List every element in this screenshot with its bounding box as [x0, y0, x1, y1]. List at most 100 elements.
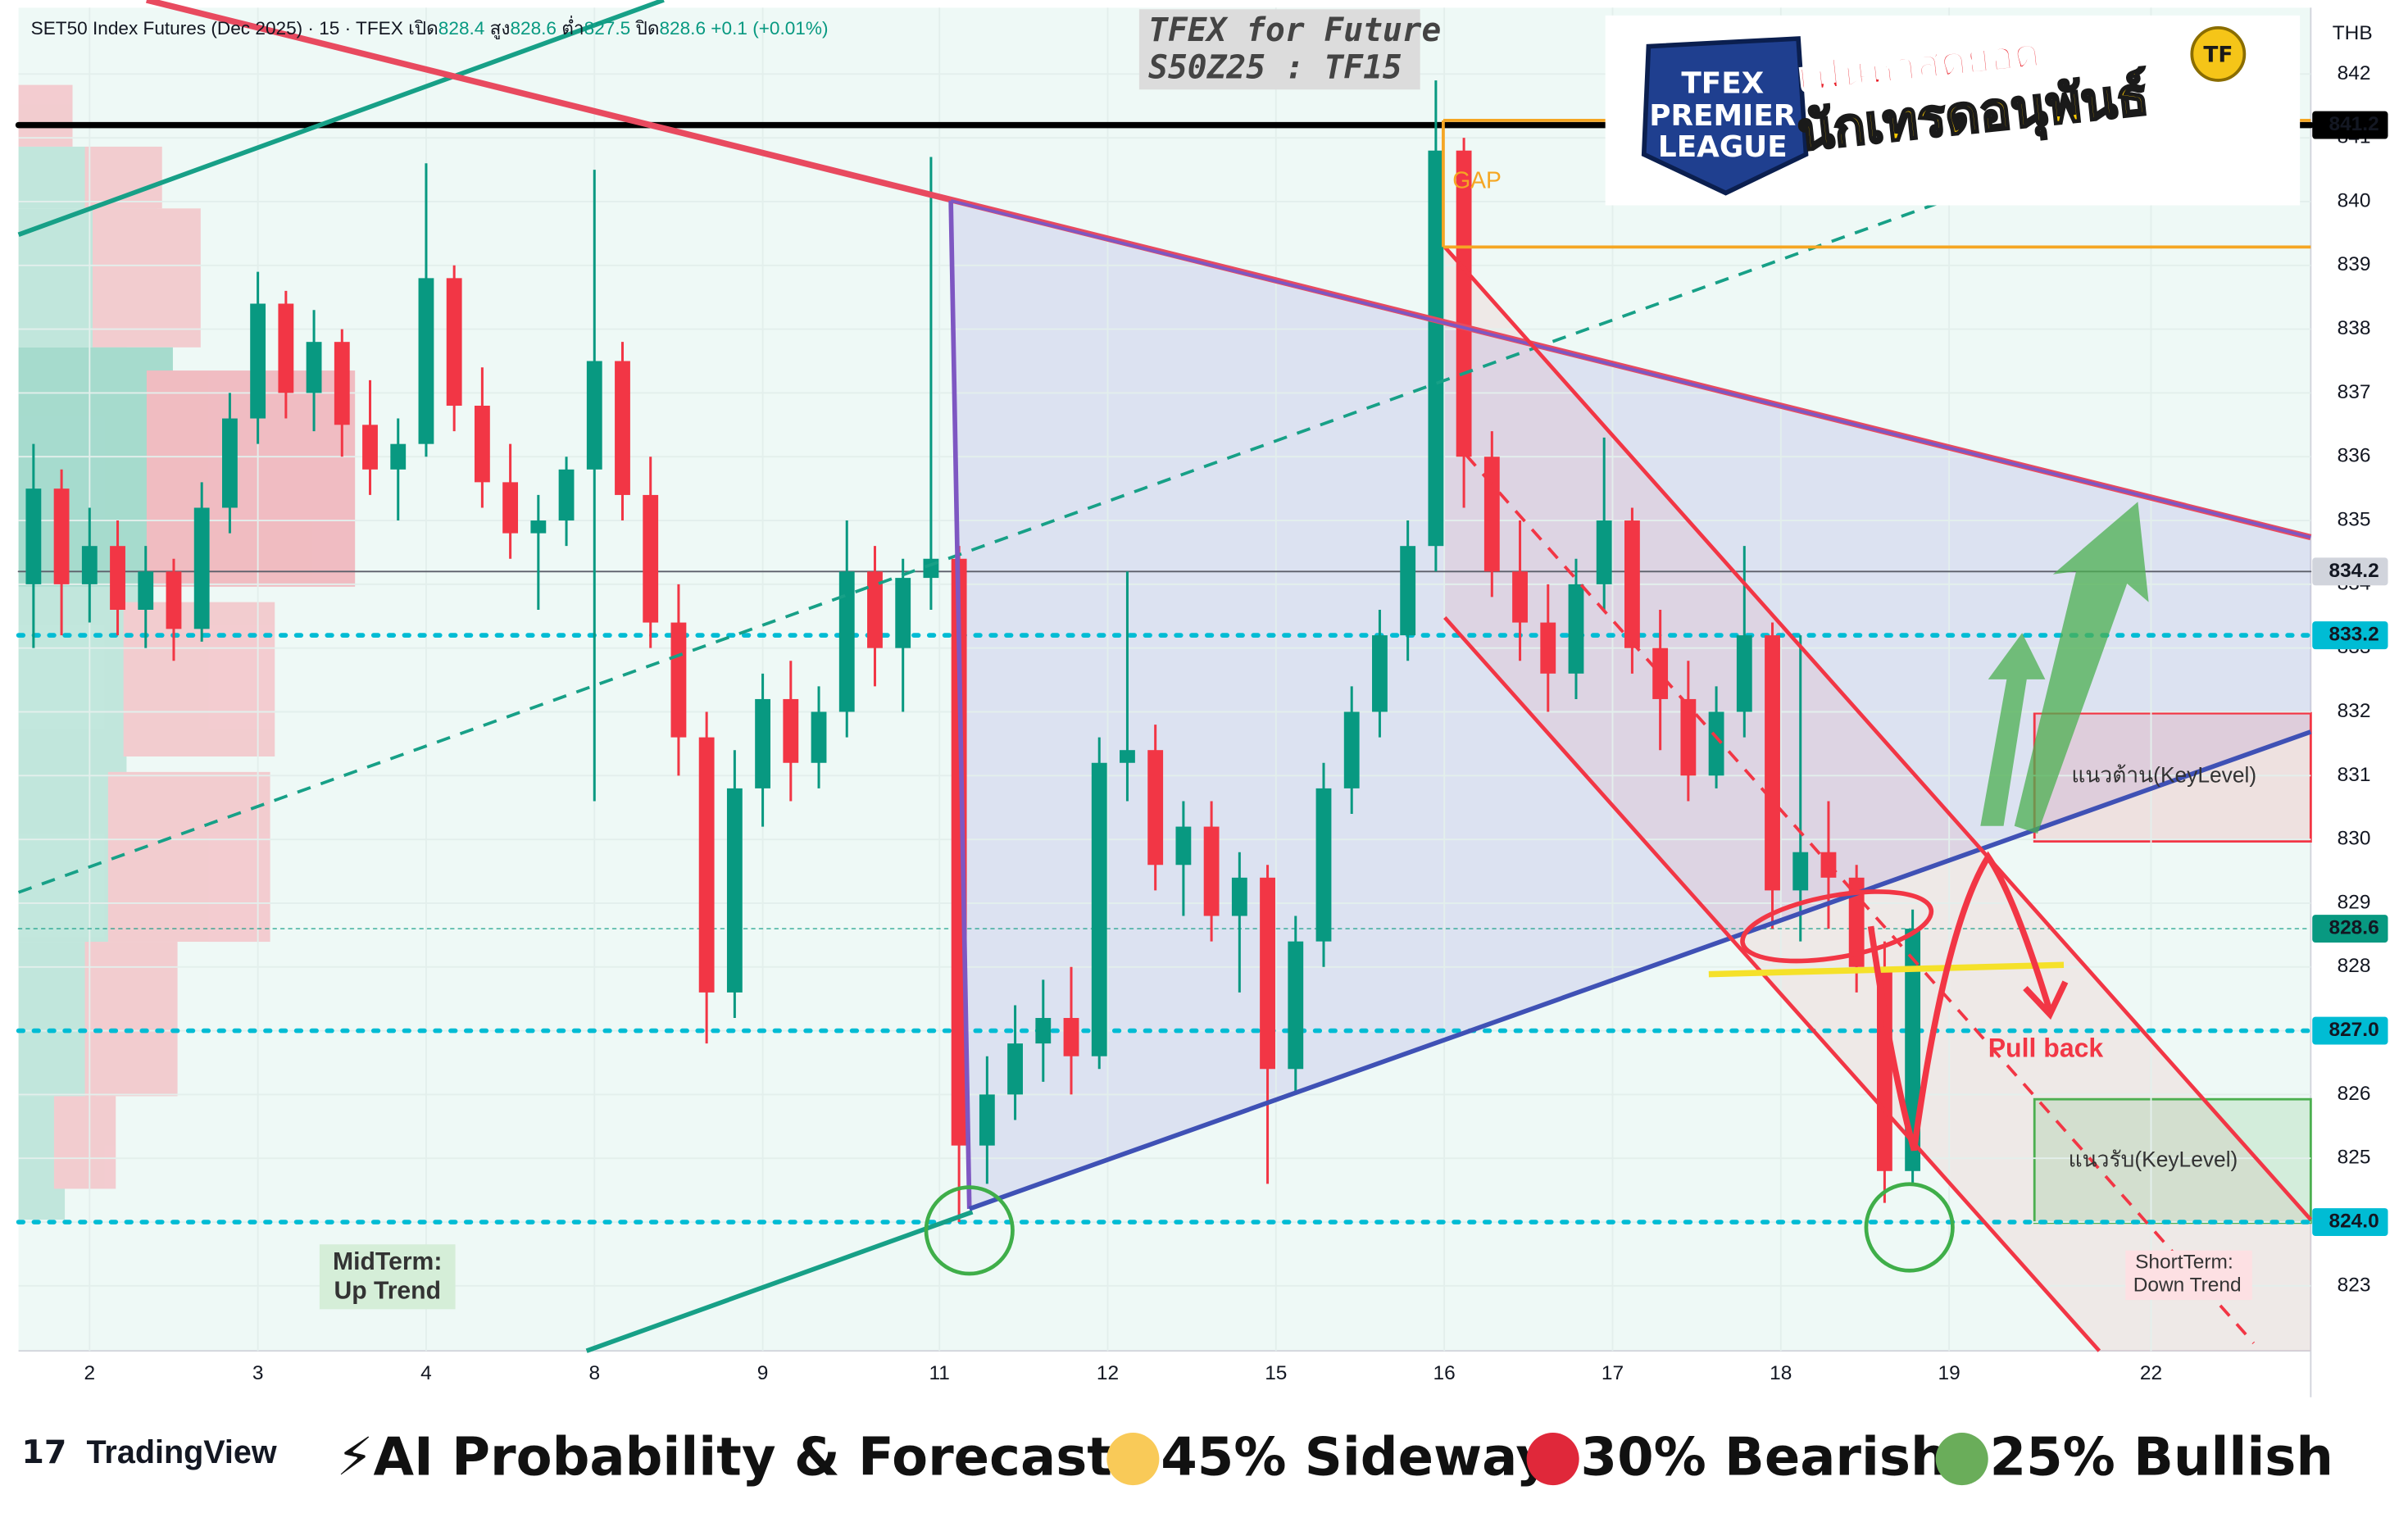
candle-body — [586, 361, 602, 470]
y-tick-label: 840 — [2338, 189, 2371, 211]
plot-area — [18, 7, 2311, 1352]
footer: 𝟭𝟳 TradingView ⚡AI Probability & Forecas… — [21, 1428, 2333, 1488]
price-label-bg — [2312, 557, 2388, 586]
candle-body — [755, 698, 771, 788]
price-label-bg — [2312, 1208, 2388, 1236]
candle-body — [1175, 826, 1192, 866]
ohlc-label: ต่ำ — [561, 15, 584, 39]
x-tick-label: 17 — [1602, 1362, 1624, 1384]
candle-body — [1708, 711, 1724, 776]
candle-body — [1372, 635, 1388, 712]
price-label: 827.0 — [2328, 1019, 2378, 1041]
currency: THB — [2333, 22, 2373, 44]
resistance-box — [2033, 711, 2312, 843]
down-channel-zone — [1444, 247, 2311, 1352]
y-tick-label: 837 — [2338, 381, 2371, 403]
candle-body — [1568, 584, 1584, 674]
ohlc-label: ปิด — [635, 18, 660, 39]
candle-body — [811, 711, 827, 763]
y-tick-label: 832 — [2338, 700, 2371, 722]
price-label: 828.6 — [2328, 917, 2378, 939]
candle-body — [81, 546, 98, 584]
candle-body — [1736, 635, 1752, 712]
y-tick-label: 829 — [2338, 891, 2371, 913]
candle-body — [474, 405, 490, 483]
candle-body — [250, 303, 266, 419]
candle-body — [1035, 1018, 1052, 1044]
candle-body — [558, 469, 575, 521]
candle-body — [530, 520, 547, 534]
candle-body — [1512, 571, 1528, 623]
candle-body — [138, 571, 154, 610]
candle-body — [221, 418, 238, 508]
x-tick-label: 18 — [1770, 1362, 1792, 1384]
candle-body — [1007, 1043, 1023, 1095]
candle-body — [334, 342, 350, 425]
annotation-labels: GAP Pull back แนวต้าน(KeyLevel) แนวรับ(K… — [319, 167, 2256, 1310]
candle-body — [1063, 1018, 1079, 1056]
candle-body — [306, 342, 322, 393]
x-tick-label: 8 — [588, 1362, 600, 1384]
gap-label: GAP — [1452, 167, 1502, 193]
candle-body — [783, 698, 799, 763]
y-tick-label: 839 — [2338, 253, 2371, 275]
x-tick-label: 19 — [1938, 1362, 1960, 1384]
y-tick-label: 835 — [2338, 509, 2371, 531]
candle-body — [726, 788, 743, 993]
candle-body — [951, 558, 967, 1146]
candle-body — [362, 425, 378, 470]
candle-body — [1120, 750, 1135, 763]
y-tick-label: 838 — [2338, 317, 2371, 339]
candle-body — [1596, 520, 1612, 584]
logo: TFEX PREMIER LEAGUE เฟ้นหาสุดยอด นักเทรด… — [1605, 15, 2301, 206]
x-tick-label: 16 — [1433, 1362, 1456, 1384]
x-tick-label: 4 — [420, 1362, 432, 1384]
logo-badge: TF — [2203, 43, 2233, 67]
candle-body — [1483, 457, 1500, 572]
candle-body — [1792, 852, 1809, 891]
x-tick-label: 12 — [1097, 1362, 1119, 1384]
ohlc-value: 828.4 — [438, 18, 485, 39]
price-label-bg — [2312, 1016, 2388, 1045]
bearish-dot — [1526, 1433, 1579, 1486]
candle-body — [1343, 711, 1360, 788]
y-tick-label: 836 — [2338, 445, 2371, 467]
forecast-title: ⚡AI Probability & Forecast : — [337, 1428, 1152, 1488]
candle-body — [895, 578, 911, 648]
volume-profile — [18, 84, 356, 1220]
y-tick-label: 831 — [2338, 764, 2371, 786]
shortterm-bg — [2125, 1250, 2252, 1301]
symbol: SET50 Index Futures (Dec 2025) · 15 · TF… — [31, 18, 403, 39]
candle-body — [166, 571, 182, 629]
candle-body — [1400, 546, 1416, 636]
midterm-bg — [319, 1244, 456, 1310]
candle-body — [1288, 941, 1304, 1070]
support-label: แนวรับ(KeyLevel) — [2069, 1147, 2238, 1171]
candles — [25, 80, 1921, 1223]
y-tick-label: 826 — [2338, 1083, 2371, 1105]
y-tick-label: 830 — [2338, 828, 2371, 850]
candle-body — [1905, 929, 1921, 1171]
axes: 8238248258268278288298308318328338348358… — [84, 62, 2388, 1384]
candle-body — [502, 482, 519, 534]
candle-body — [1315, 788, 1332, 942]
ohlc-value: 828.6 — [660, 18, 706, 39]
drawings — [17, 0, 2313, 1353]
bullish-dot — [1935, 1433, 1988, 1486]
candle-body — [867, 571, 883, 648]
candle-body — [1765, 635, 1780, 891]
candle-body — [670, 622, 687, 738]
x-tick-label: 3 — [252, 1362, 264, 1384]
candle-body — [418, 278, 434, 444]
x-tick-label: 11 — [929, 1362, 949, 1384]
candle-body — [1091, 762, 1107, 1056]
candle-body — [1624, 520, 1640, 648]
ohlc-label: สูง — [490, 18, 511, 39]
candle-body — [698, 737, 715, 993]
candle-body — [53, 488, 70, 584]
candle-body — [979, 1094, 995, 1146]
logo-text: LEAGUE — [1658, 130, 1788, 164]
midterm-label: MidTerm: — [333, 1248, 442, 1275]
